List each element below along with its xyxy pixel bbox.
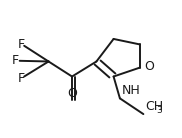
Text: O: O [144, 60, 154, 73]
Text: 3: 3 [157, 106, 163, 116]
Text: CH: CH [145, 100, 163, 113]
Text: F: F [17, 38, 25, 51]
Text: NH: NH [122, 84, 141, 97]
Text: F: F [17, 72, 25, 85]
Text: F: F [12, 54, 19, 67]
Text: O: O [68, 87, 77, 100]
